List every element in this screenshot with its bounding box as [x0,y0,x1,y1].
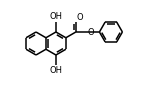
Text: O: O [76,13,83,22]
Text: OH: OH [49,12,62,21]
Text: O: O [88,27,94,37]
Text: OH: OH [49,66,62,75]
